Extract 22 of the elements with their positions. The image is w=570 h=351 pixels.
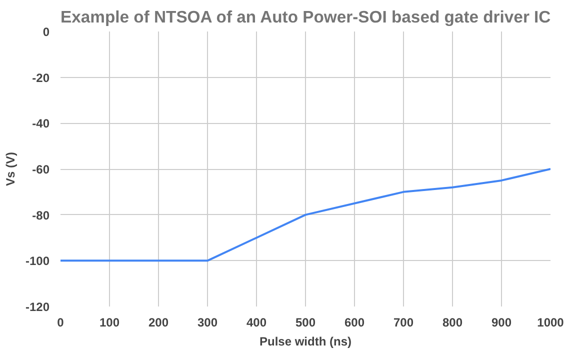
x-axis-title: Pulse width (ns) — [260, 334, 352, 348]
chart-title: Example of NTSOA of an Auto Power-SOI based gate driver IC — [60, 8, 551, 26]
line-series — [60, 168, 550, 262]
x-tick-label: 600 — [344, 316, 365, 330]
y-axis-title: Vs (V) — [3, 152, 18, 186]
x-tick-label: 500 — [295, 316, 316, 330]
y-tick-label: 0 — [42, 25, 50, 39]
x-tick-label: 100 — [99, 316, 120, 330]
y-tick-label: -40 — [32, 116, 50, 131]
x-tick-label: 400 — [246, 316, 267, 330]
y-tick-label: -80 — [32, 208, 50, 222]
x-tick-label: 200 — [148, 316, 169, 330]
x-tick-label: 1000 — [537, 316, 564, 330]
x-tick-label: 800 — [442, 316, 463, 330]
x-tick-label: 0 — [57, 316, 64, 330]
x-tick-label: 900 — [491, 316, 512, 330]
x-tick-label: 300 — [197, 316, 218, 330]
y-tick-label: -20 — [32, 70, 50, 85]
y-tick-label: -60 — [32, 162, 50, 176]
y-tick-label: -100 — [25, 254, 50, 268]
y-tick-label: -120 — [25, 300, 50, 314]
x-tick-label: 700 — [393, 316, 414, 330]
